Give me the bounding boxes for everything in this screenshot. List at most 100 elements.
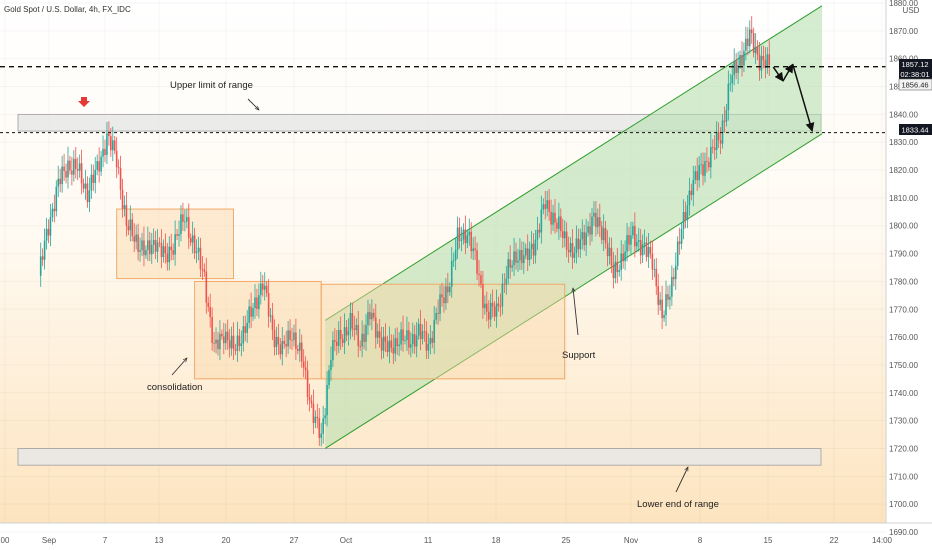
candle-body: [373, 312, 375, 318]
candle-body: [760, 56, 763, 71]
candle-body: [380, 337, 383, 351]
candle-body: [125, 205, 128, 226]
price-tick-label: 1810.00: [889, 194, 918, 203]
candle-body: [711, 146, 714, 148]
candle-body: [230, 335, 233, 349]
level-price-tag: [899, 124, 932, 135]
time-tick-label: 7: [103, 536, 108, 545]
candle-body: [263, 285, 266, 290]
candle-body: [657, 286, 660, 305]
candle-body: [560, 216, 562, 232]
candle-body: [635, 241, 638, 247]
candle-body: [569, 243, 572, 253]
candle-body: [694, 171, 697, 180]
time-tick-label: 14:00: [872, 536, 893, 545]
projection-segment: [772, 66, 784, 82]
candle-body: [76, 168, 79, 171]
candle-body: [486, 303, 488, 312]
candle-body: [478, 273, 480, 276]
time-tick-label: 15: [764, 536, 773, 545]
candle-body: [279, 344, 282, 355]
candle-body: [283, 340, 286, 345]
candle-body: [748, 29, 751, 47]
candle-body: [363, 333, 365, 342]
time-tick-label: 8: [698, 536, 703, 545]
candle-body: [328, 370, 330, 386]
current-price-tag: [899, 59, 932, 79]
candle-body: [271, 315, 274, 331]
candle-body: [404, 340, 406, 341]
candle-body: [351, 312, 354, 329]
candle-body: [647, 246, 650, 257]
candle-body: [217, 339, 219, 350]
candle-body: [384, 336, 387, 342]
candle-body: [269, 315, 272, 317]
candle-body: [186, 217, 188, 222]
top-signal-arrow-icon: [78, 97, 90, 107]
candle-body: [511, 265, 513, 268]
candle-body: [341, 339, 344, 343]
candle-body: [591, 216, 593, 235]
candle-body: [671, 276, 673, 297]
candle-body: [410, 344, 412, 348]
candle-body: [275, 336, 278, 347]
candle-body: [573, 253, 576, 258]
candle-body: [505, 278, 508, 285]
candle-body: [353, 328, 356, 330]
candle-body: [330, 360, 332, 371]
candle-body: [536, 229, 539, 240]
candle-body: [337, 329, 340, 346]
candle-body: [281, 340, 284, 355]
candle-body: [462, 229, 465, 240]
candle-body: [725, 110, 728, 122]
candle-body: [706, 160, 708, 162]
candle-body: [421, 331, 424, 339]
candle-body: [256, 297, 258, 309]
lower-range-zone: [17, 448, 822, 466]
candle-body: [65, 170, 67, 178]
candle-body: [80, 163, 83, 184]
candle-body: [213, 342, 215, 344]
candle-body: [509, 259, 511, 268]
candle-body: [717, 132, 720, 141]
candle-body: [447, 286, 449, 293]
candle-body: [187, 217, 190, 238]
candle-body: [419, 323, 422, 339]
candle-body: [552, 212, 554, 225]
candle-body: [758, 54, 761, 71]
candle-body: [692, 179, 695, 195]
candle-body: [532, 243, 535, 256]
upper-limit-label: Upper limit of range: [170, 80, 253, 91]
candle-body: [641, 244, 644, 256]
candle-body: [252, 308, 254, 317]
candle-body: [530, 243, 533, 250]
candle-body: [127, 225, 130, 231]
time-axis-background: [0, 523, 932, 550]
candle-body: [232, 335, 235, 350]
candle-body: [534, 239, 537, 256]
candle-body: [166, 253, 169, 263]
candle-body: [193, 235, 196, 254]
candle-body: [696, 171, 698, 181]
price-tick-label: 1780.00: [889, 277, 918, 286]
candle-body: [408, 330, 410, 348]
time-axis[interactable]: 00 Sep 7 13 20 27 Oct 11 18 25 Nov 8 15 22 14:00: [0, 522, 932, 545]
candle-body: [567, 249, 570, 253]
candle-body: [427, 344, 430, 351]
candle-body: [595, 212, 597, 228]
candle-body: [542, 204, 545, 210]
candle-body: [332, 339, 334, 361]
high-price-value: 1856.46: [901, 81, 928, 90]
candle-body: [600, 226, 603, 241]
candle-body: [571, 243, 574, 258]
candle-body: [495, 303, 498, 317]
candle-body: [49, 217, 52, 236]
candle-body: [458, 227, 461, 241]
candle-body: [51, 208, 54, 218]
candle-body: [117, 167, 120, 169]
candle-body: [678, 241, 681, 244]
candle-body: [750, 29, 753, 34]
candle-body: [238, 335, 241, 347]
candle-body: [96, 161, 98, 170]
